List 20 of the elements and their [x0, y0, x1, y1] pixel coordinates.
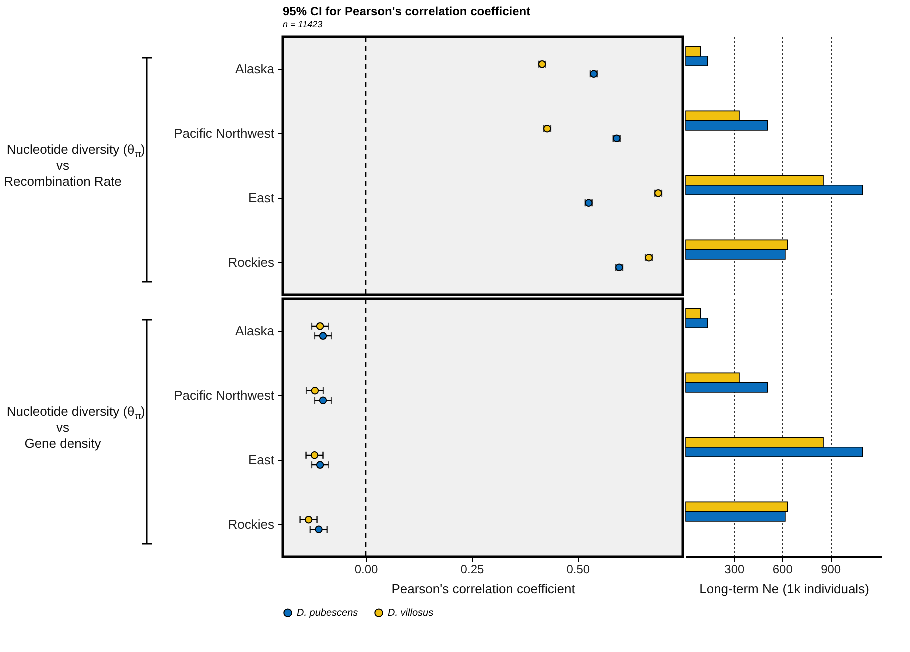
x-axis-title: Pearson's correlation coefficient — [392, 582, 576, 596]
x-tick-label: 900 — [821, 562, 842, 576]
x-tick-label: 600 — [772, 562, 794, 576]
x-axis-title: Long-term Ne (1k individuals) — [700, 582, 870, 596]
x-tick-label: 0.25 — [460, 562, 484, 576]
chart-subtitle: n = 11423 — [283, 19, 323, 30]
x-tick-label: 0.00 — [354, 562, 379, 576]
y-tick-label: Pacific Northwest — [174, 388, 275, 403]
y-tick-label: Alaska — [235, 61, 276, 76]
legend-label: D. pubescens — [297, 608, 358, 620]
y-tick-label: Alaska — [235, 323, 276, 338]
y-tick-label: Rockies — [228, 254, 275, 270]
y-tick-label: East — [248, 190, 275, 206]
x-tick-label: 0.50 — [566, 562, 590, 576]
y-tick-label: East — [248, 452, 275, 468]
y-tick-label: Pacific Northwest — [174, 126, 275, 141]
x-tick-label: 300 — [724, 562, 746, 576]
chart-title: 95% CI for Pearson's correlation coefficient — [283, 4, 531, 18]
legend-label: D. villosus — [388, 608, 434, 620]
y-tick-label: Rockies — [228, 516, 275, 532]
